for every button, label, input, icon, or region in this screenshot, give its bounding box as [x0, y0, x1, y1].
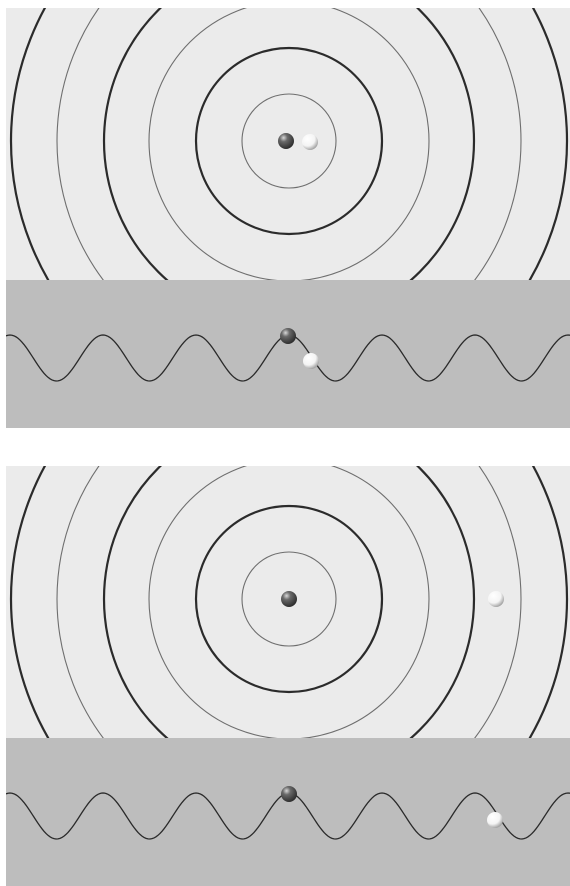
- panel-top: [6, 8, 570, 428]
- wave-trough-ring-5: [56, 466, 522, 738]
- ring-group: [9, 8, 569, 280]
- light-ball-icon: [488, 591, 504, 607]
- dark-ball-icon: [280, 328, 296, 344]
- wave-crest-ring-2: [194, 46, 384, 236]
- wave-diagram-bottom: [6, 466, 570, 886]
- wave-crest-ring-6: [9, 8, 569, 280]
- wave-trough-ring-1: [241, 551, 337, 647]
- ring-group: [9, 466, 569, 738]
- dark-ball-icon: [281, 786, 297, 802]
- wave-trough-ring-5: [56, 8, 522, 280]
- dark-ball-icon: [278, 133, 294, 149]
- light-ball-icon: [303, 353, 319, 369]
- profile-band: [6, 280, 570, 428]
- dark-ball-icon: [281, 591, 297, 607]
- wave-crest-ring-4: [102, 466, 476, 738]
- wave-trough-ring-3: [148, 8, 430, 280]
- wave-trough-ring-3: [148, 466, 430, 738]
- light-ball-icon: [487, 812, 503, 828]
- wave-diagram-top: [6, 8, 570, 428]
- profile-band: [6, 738, 570, 886]
- light-ball-icon: [302, 134, 318, 150]
- wave-crest-ring-2: [194, 504, 384, 694]
- panel-bottom: [6, 466, 570, 886]
- wave-crest-ring-6: [9, 466, 569, 738]
- wave-trough-ring-1: [241, 93, 337, 189]
- wave-crest-ring-4: [102, 8, 476, 280]
